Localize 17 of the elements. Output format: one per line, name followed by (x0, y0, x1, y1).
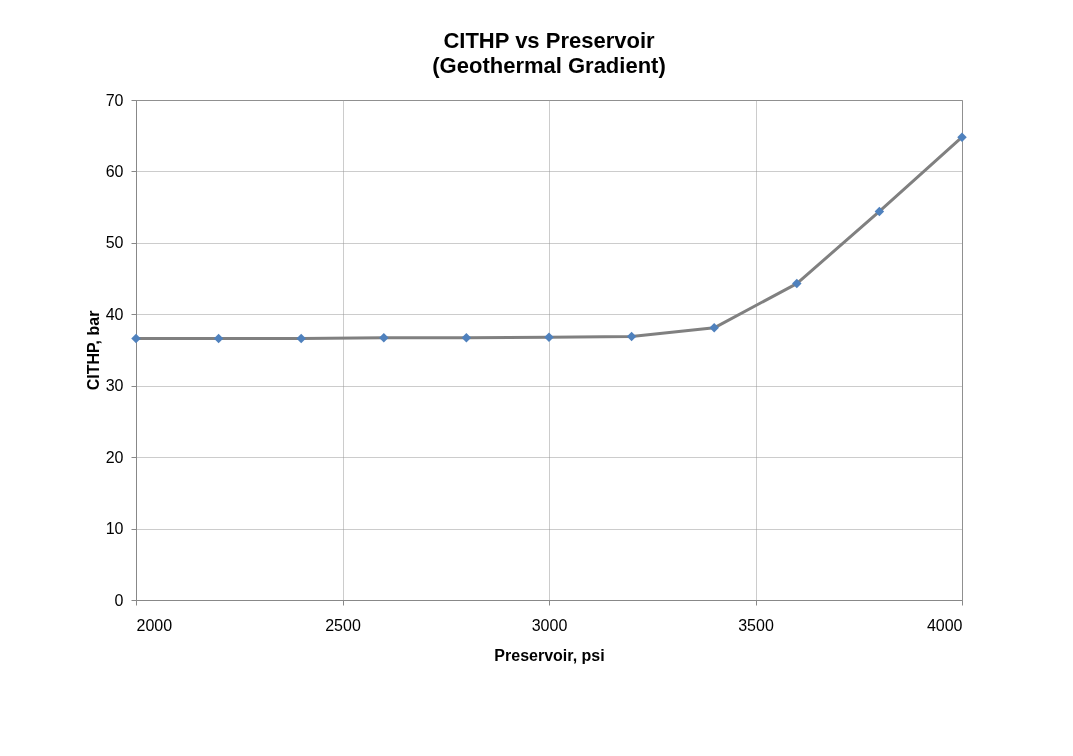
y-tick-label: 70 (105, 91, 124, 109)
y-tick-label: 50 (105, 234, 124, 252)
x-tick-label: 4000 (926, 616, 963, 634)
chart-subtitle: (Geothermal Gradient) (432, 53, 666, 78)
y-tick-label: 60 (105, 162, 124, 180)
x-tick-label: 2000 (136, 616, 173, 634)
y-axis-title: CITHP, bar (84, 310, 102, 391)
y-tick-label: 10 (105, 520, 124, 538)
x-tick-label: 2500 (325, 616, 361, 634)
y-tick-label: 20 (105, 448, 124, 466)
x-axis-title: Preservoir, psi (494, 646, 605, 664)
y-tick-label: 0 (114, 591, 124, 609)
y-tick-label: 40 (105, 305, 124, 323)
y-tick-label: 30 (105, 377, 124, 395)
chart-title: CITHP vs Preservoir (443, 28, 656, 53)
x-tick-label: 3000 (531, 616, 568, 634)
x-tick-label: 3500 (738, 616, 774, 634)
